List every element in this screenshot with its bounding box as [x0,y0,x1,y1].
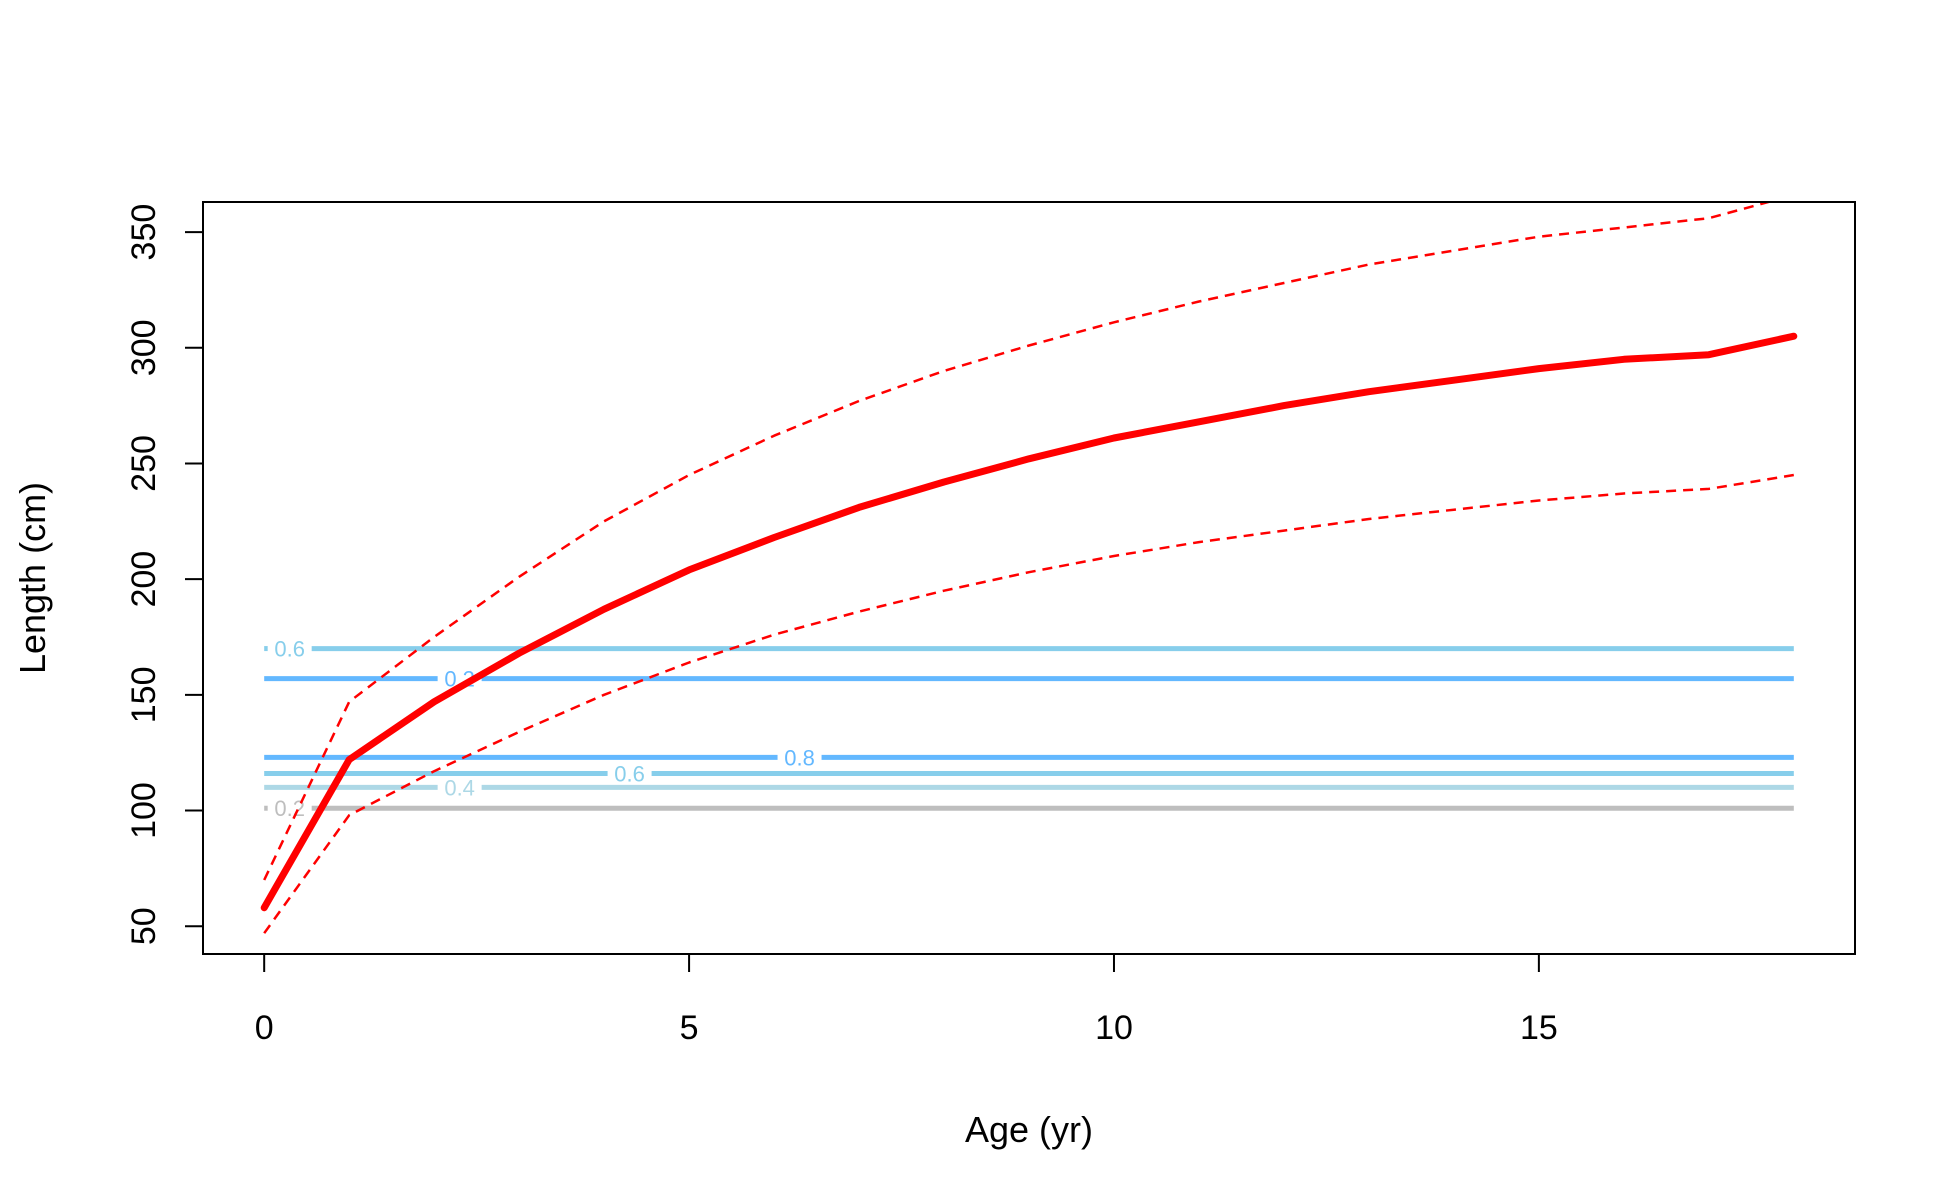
growth-curves [260,202,1798,934]
contour-label-5: 0.2 [274,796,305,821]
x-tick-label: 10 [1095,1009,1133,1047]
y-tick-label: 300 [125,319,163,376]
y-tick-label: 200 [125,551,163,608]
y-axis: 50 100 150 200 250 300 350 [125,204,204,945]
series-mean-line [260,332,1798,912]
y-tick-label: 250 [125,435,163,492]
y-tick-label: 100 [125,782,163,839]
contour-label-0: 0.6 [274,637,305,662]
contour-label-2: 0.8 [784,745,815,770]
y-tick-label: 50 [125,907,163,945]
x-axis-title: Age (yr) [965,1109,1093,1150]
x-axis: 0 5 10 15 [255,953,1558,1047]
plot-frame [202,201,1856,955]
series-upper-line [263,202,1774,881]
x-tick-label: 5 [680,1009,699,1047]
y-tick-label: 350 [125,204,163,261]
series-lower-line [263,473,1795,934]
y-axis-title: Length (cm) [12,482,53,674]
x-tick-label: 15 [1520,1009,1558,1047]
y-tick-label: 150 [125,666,163,723]
x-tick-label: 0 [255,1009,274,1047]
contour-label-4: 0.4 [444,775,475,800]
contour-label-3: 0.6 [614,762,645,787]
